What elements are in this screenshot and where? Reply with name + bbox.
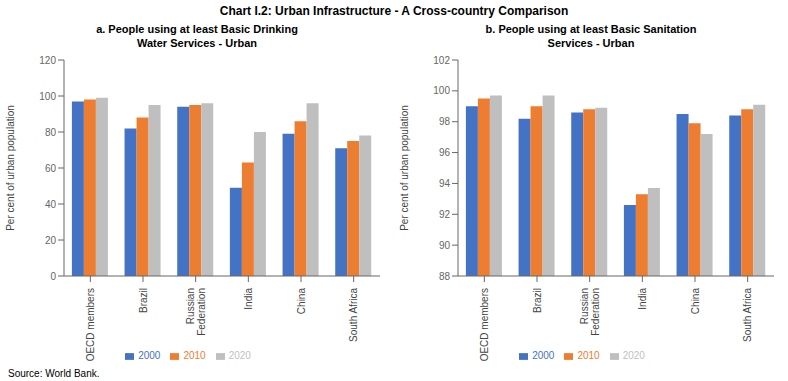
html-text:2010: 2010 (183, 350, 206, 361)
svg-text:OECD members: OECD members (479, 288, 490, 361)
svg-text:90: 90 (439, 240, 451, 251)
html-text:Chart I.2: Urban Infrastructur: Chart I.2: Urban Infrastructure - A Cros… (219, 4, 569, 18)
svg-text:94: 94 (439, 178, 451, 189)
html-text:Water Services - Urban: Water Services - Urban (137, 37, 257, 49)
html-text:a. People using at least Basic: a. People using at least Basic Drinking (96, 23, 298, 35)
svg-text:Brazil: Brazil (138, 288, 149, 313)
svg-text:RussianFederation: RussianFederation (185, 288, 207, 336)
svg-text:India: India (243, 288, 254, 310)
svg-text:20: 20 (45, 235, 57, 246)
html-text:2020: 2020 (622, 350, 645, 361)
svg-text:96: 96 (439, 147, 451, 158)
svg-text:88: 88 (439, 271, 451, 282)
svg-text:China: China (690, 288, 701, 315)
html-text:2000: 2000 (532, 350, 555, 361)
svg-text:South Africa: South Africa (348, 288, 359, 342)
html-text:Services - Urban: Services - Urban (547, 37, 635, 49)
svg-text:0: 0 (50, 271, 56, 282)
svg-text:92: 92 (439, 209, 451, 220)
html-text:b. People using at least Basic: b. People using at least Basic Sanitatio… (485, 23, 697, 35)
svg-text:India: India (637, 288, 648, 310)
svg-text:China: China (296, 288, 307, 315)
html-text:2000: 2000 (138, 350, 161, 361)
svg-text:100: 100 (433, 85, 450, 96)
svg-text:80: 80 (45, 127, 57, 138)
svg-text:Per cent of urban population: Per cent of urban population (399, 105, 410, 231)
svg-text:Brazil: Brazil (532, 288, 543, 313)
svg-text:RussianFederation: RussianFederation (579, 288, 601, 336)
svg-text:102: 102 (433, 55, 450, 66)
svg-text:100: 100 (39, 91, 56, 102)
svg-text:OECD members: OECD members (85, 288, 96, 361)
svg-text:South Africa: South Africa (742, 288, 753, 342)
html-text:Source: World Bank.: Source: World Bank. (8, 368, 100, 379)
html-text:2020: 2020 (228, 350, 251, 361)
svg-text:40: 40 (45, 199, 57, 210)
svg-text:120: 120 (39, 55, 56, 66)
svg-text:Per cent of urban population: Per cent of urban population (8, 105, 16, 231)
svg-text:60: 60 (45, 163, 57, 174)
html-text:2010: 2010 (577, 350, 600, 361)
svg-text:98: 98 (439, 116, 451, 127)
